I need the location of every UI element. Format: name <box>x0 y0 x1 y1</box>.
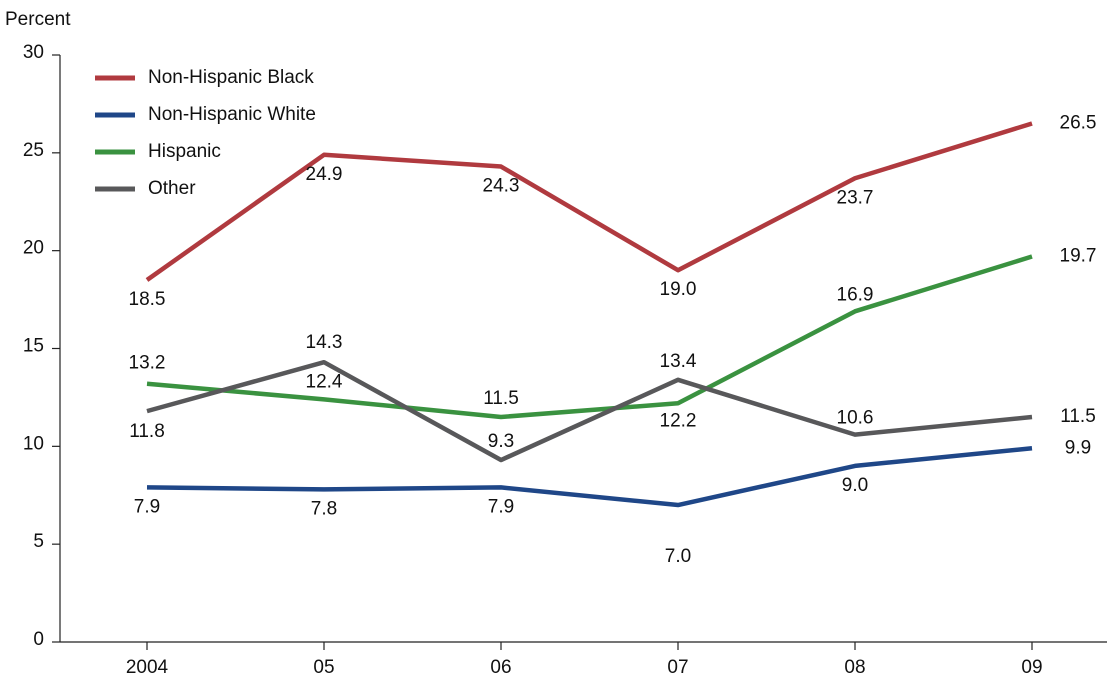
data-label: 12.2 <box>660 410 697 431</box>
data-label: 14.3 <box>306 332 343 353</box>
x-tick-label: 05 <box>313 657 334 678</box>
data-label: 7.8 <box>311 498 337 519</box>
data-label: 9.9 <box>1065 437 1091 458</box>
data-label: 19.7 <box>1060 246 1097 267</box>
series-line <box>145 121 1033 282</box>
y-tick-label: 20 <box>23 238 44 259</box>
series-line <box>146 359 1033 463</box>
x-tick-label: 07 <box>667 657 688 678</box>
data-label: 13.4 <box>660 351 697 372</box>
data-label: 26.5 <box>1060 112 1097 133</box>
y-tick-label: 0 <box>33 629 44 650</box>
y-tick-label: 30 <box>23 42 44 63</box>
series-line <box>146 446 1033 508</box>
y-tick-label: 25 <box>23 140 44 161</box>
data-label: 9.0 <box>842 475 868 496</box>
data-label: 7.9 <box>134 496 160 517</box>
data-label: 9.3 <box>488 431 514 452</box>
y-tick-label: 10 <box>23 433 44 454</box>
data-label: 10.6 <box>837 408 874 429</box>
x-tick-label: 09 <box>1021 657 1042 678</box>
legend-label: Hispanic <box>148 141 221 162</box>
data-label: 23.7 <box>837 187 874 208</box>
data-label: 19.0 <box>660 279 697 300</box>
legend-label: Non-Hispanic Black <box>148 67 314 88</box>
data-label: 12.4 <box>306 371 343 392</box>
legend-label: Other <box>148 178 196 199</box>
x-tick-label: 2004 <box>126 657 169 678</box>
series-line <box>146 254 1033 420</box>
y-tick-label: 15 <box>23 336 44 357</box>
data-label: 7.0 <box>665 546 691 567</box>
x-tick-label: 06 <box>490 657 511 678</box>
legend-label: Non-Hispanic White <box>148 104 316 125</box>
data-label: 13.2 <box>129 353 166 374</box>
data-label: 11.5 <box>483 388 519 409</box>
data-label: 16.9 <box>837 284 874 305</box>
y-axis-label: Percent <box>5 9 71 30</box>
data-label: 24.3 <box>483 176 520 197</box>
data-label: 7.9 <box>488 496 514 517</box>
data-label: 11.8 <box>129 421 165 442</box>
data-label: 24.9 <box>306 164 343 185</box>
data-label: 11.5 <box>1060 406 1096 427</box>
x-tick-label: 08 <box>844 657 865 678</box>
y-tick-label: 5 <box>33 531 44 552</box>
data-label: 18.5 <box>129 289 166 310</box>
